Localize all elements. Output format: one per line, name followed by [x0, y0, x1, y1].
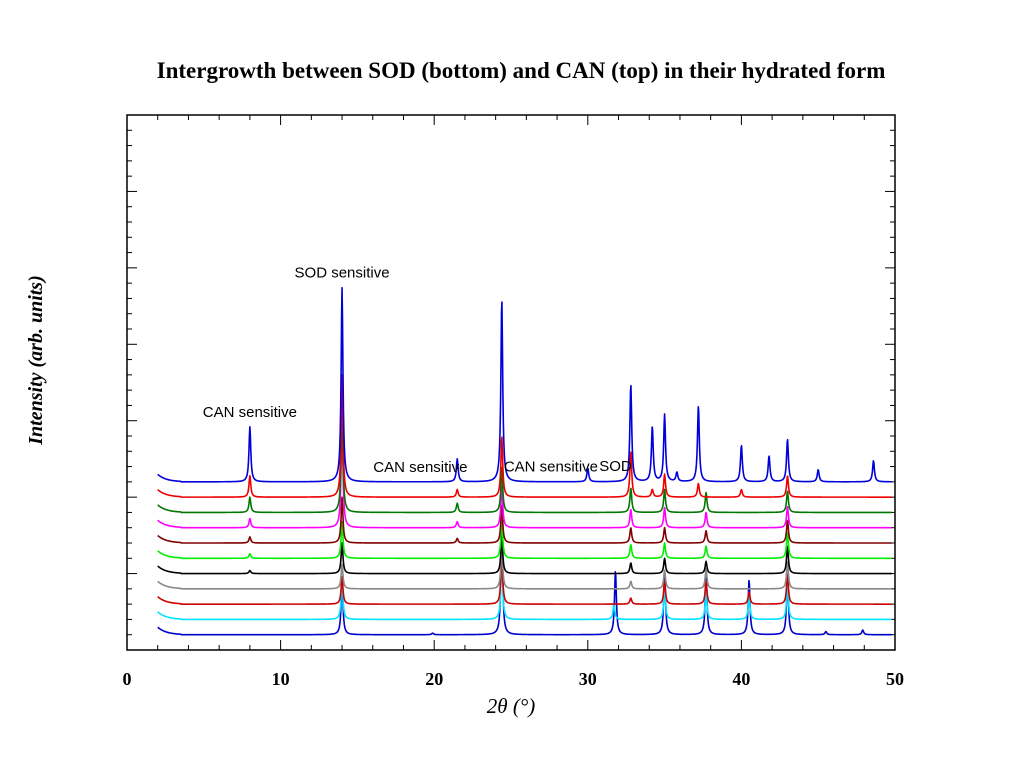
peak-annotation: CAN sensitive — [504, 459, 598, 476]
peak-annotation: SOD — [599, 458, 632, 475]
x-tick-labels: 0 10 20 30 40 50 — [123, 669, 905, 689]
peak-annotation: SOD sensitive — [295, 265, 390, 282]
y-axis-label: Intensity (arb. units) — [25, 275, 47, 445]
x-tick-label: 20 — [425, 669, 443, 689]
series-line-5 — [157, 535, 893, 575]
peak-annotation: CAN sensitive — [203, 404, 297, 421]
plot-frame — [126, 114, 896, 651]
x-axis-label: 2θ (°) — [487, 694, 535, 718]
x-tick-label: 30 — [579, 669, 597, 689]
series-line-11 — [157, 286, 893, 483]
series-line-2 — [157, 558, 893, 621]
peak-annotation: CAN sensitive — [373, 459, 467, 476]
series-line-8 — [157, 419, 893, 529]
x-tick-label: 40 — [732, 669, 750, 689]
x-tick-label: 50 — [886, 669, 904, 689]
x-tick-label: 0 — [123, 669, 132, 689]
series-line-7 — [157, 496, 893, 544]
series-line-1 — [157, 529, 893, 636]
series-line-9 — [157, 404, 893, 514]
series-line-3 — [157, 555, 893, 605]
series-line-4 — [157, 546, 893, 590]
annotations: CAN sensitive SOD sensitive CAN sensitive C… — [203, 265, 632, 476]
x-tick-label: 10 — [272, 669, 290, 689]
axis-ticks — [126, 114, 896, 651]
series-line-6 — [157, 520, 893, 560]
series-layer — [157, 286, 893, 636]
chart-title: Intergrowth between SOD (bottom) and CAN… — [157, 58, 886, 83]
series-line-10 — [157, 374, 893, 498]
